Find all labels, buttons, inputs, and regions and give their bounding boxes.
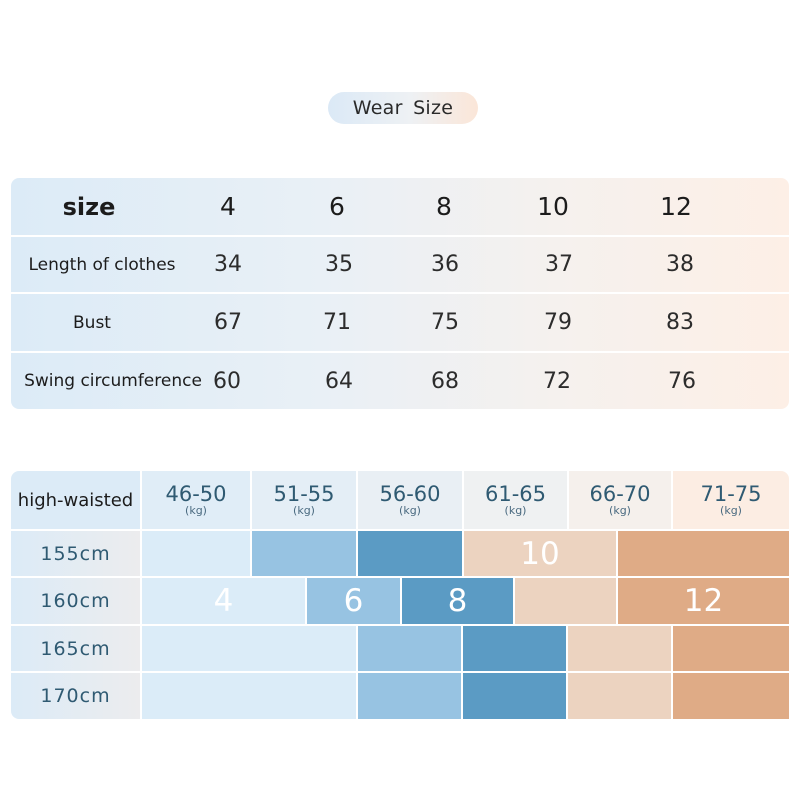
size-cell-12 [618,531,789,576]
table-cell: 35 [325,252,353,277]
height-label-170: 170cm [11,673,140,719]
size-header-row: size 4 6 8 10 12 [11,178,789,235]
wear-size-title: Wear Size [328,92,478,124]
table-row: Swing circumference 60 64 68 72 76 [11,353,789,409]
size-cell-4 [142,626,356,671]
size-10-header: 10 [537,192,569,221]
table-cell: 67 [214,310,242,335]
size-cell-6 [358,626,461,671]
size-cell-8 [463,626,566,671]
size-cell-10 [515,578,616,624]
size-cell-4 [142,531,250,576]
size-12-header: 12 [660,192,692,221]
size-cell-4 [142,673,356,719]
table-cell: 34 [214,252,242,277]
size-cell-8: 8 [402,578,513,624]
weight-header-46-50: 46-50 (kg) [142,471,250,529]
row-label-bust: Bust [73,312,111,333]
height-label-165: 165cm [11,626,140,671]
size-cell-6 [358,673,461,719]
height-weight-size-grid: high-waisted 46-50 (kg) 51-55 (kg) 56-60… [11,471,789,720]
table-cell: 68 [431,368,459,394]
table-cell: 60 [213,368,241,394]
table-cell: 37 [545,252,573,277]
table-cell: 71 [323,310,351,335]
size-cell-12 [673,626,789,671]
grid-corner-label: high-waisted [11,471,140,529]
size-cell-8 [358,531,462,576]
size-8-header: 8 [436,192,452,221]
size-cell-10: 10 [464,531,616,576]
size-cell-10 [568,673,671,719]
table-cell: 38 [666,252,694,277]
size-cell-6: 6 [307,578,400,624]
weight-header-56-60: 56-60 (kg) [358,471,462,529]
table-row: Length of clothes 34 35 36 37 38 [11,237,789,292]
size-cell-8 [463,673,566,719]
table-cell: 36 [431,252,459,277]
size-cell-12: 12 [618,578,789,624]
size-cell-4: 4 [142,578,305,624]
size-cell-6 [252,531,356,576]
row-label-length: Length of clothes [28,254,176,275]
table-cell: 75 [431,310,459,335]
size-4-header: 4 [220,192,236,221]
size-cell-12 [673,673,789,719]
weight-header-66-70: 66-70 (kg) [569,471,671,529]
size-cell-10 [568,626,671,671]
weight-header-71-75: 71-75 (kg) [673,471,789,529]
table-cell: 79 [544,310,572,335]
weight-header-51-55: 51-55 (kg) [252,471,356,529]
table-cell: 64 [325,368,353,394]
table-cell: 76 [668,368,696,394]
weight-header-61-65: 61-65 (kg) [464,471,567,529]
size-measurement-table: size 4 6 8 10 12 Length of clothes 34 35… [11,178,789,409]
table-row: Bust 67 71 75 79 83 [11,294,789,351]
size-6-header: 6 [329,192,345,221]
table-cell: 72 [543,368,571,394]
table-cell: 83 [666,310,694,335]
height-label-160: 160cm [11,578,140,624]
size-header-label: size [62,192,116,221]
row-label-swing: Swing circumference [24,371,202,391]
height-label-155: 155cm [11,531,140,576]
